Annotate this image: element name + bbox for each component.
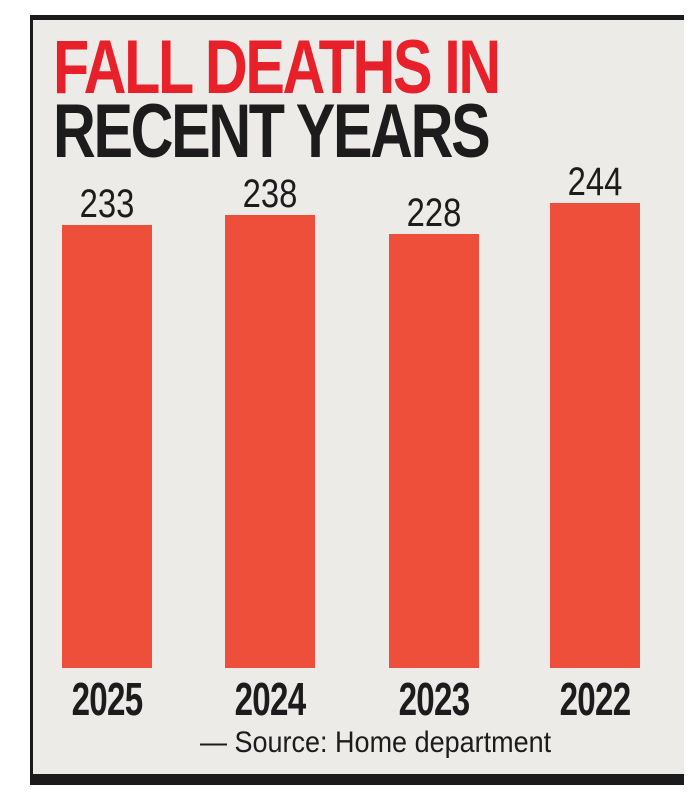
value-label-2022: 244	[567, 160, 623, 204]
year-label-2023: 2023	[398, 673, 471, 725]
year-label-2022: 2022	[559, 673, 632, 725]
value-label-2024: 238	[242, 172, 298, 216]
value-label-2023: 228	[406, 191, 462, 235]
source-note: — Source: Home department	[200, 726, 552, 759]
bar-2024	[225, 215, 315, 668]
chart-title-line2: RECENT YEARS	[53, 89, 491, 174]
year-label-2025: 2025	[71, 673, 144, 725]
year-label-2024: 2024	[234, 673, 307, 725]
bar-2022	[550, 203, 640, 668]
bar-2023	[389, 234, 479, 668]
bar-2025	[62, 225, 152, 668]
value-label-2025: 233	[79, 182, 135, 226]
chart-title-line1: FALL DEATHS IN	[53, 25, 501, 110]
